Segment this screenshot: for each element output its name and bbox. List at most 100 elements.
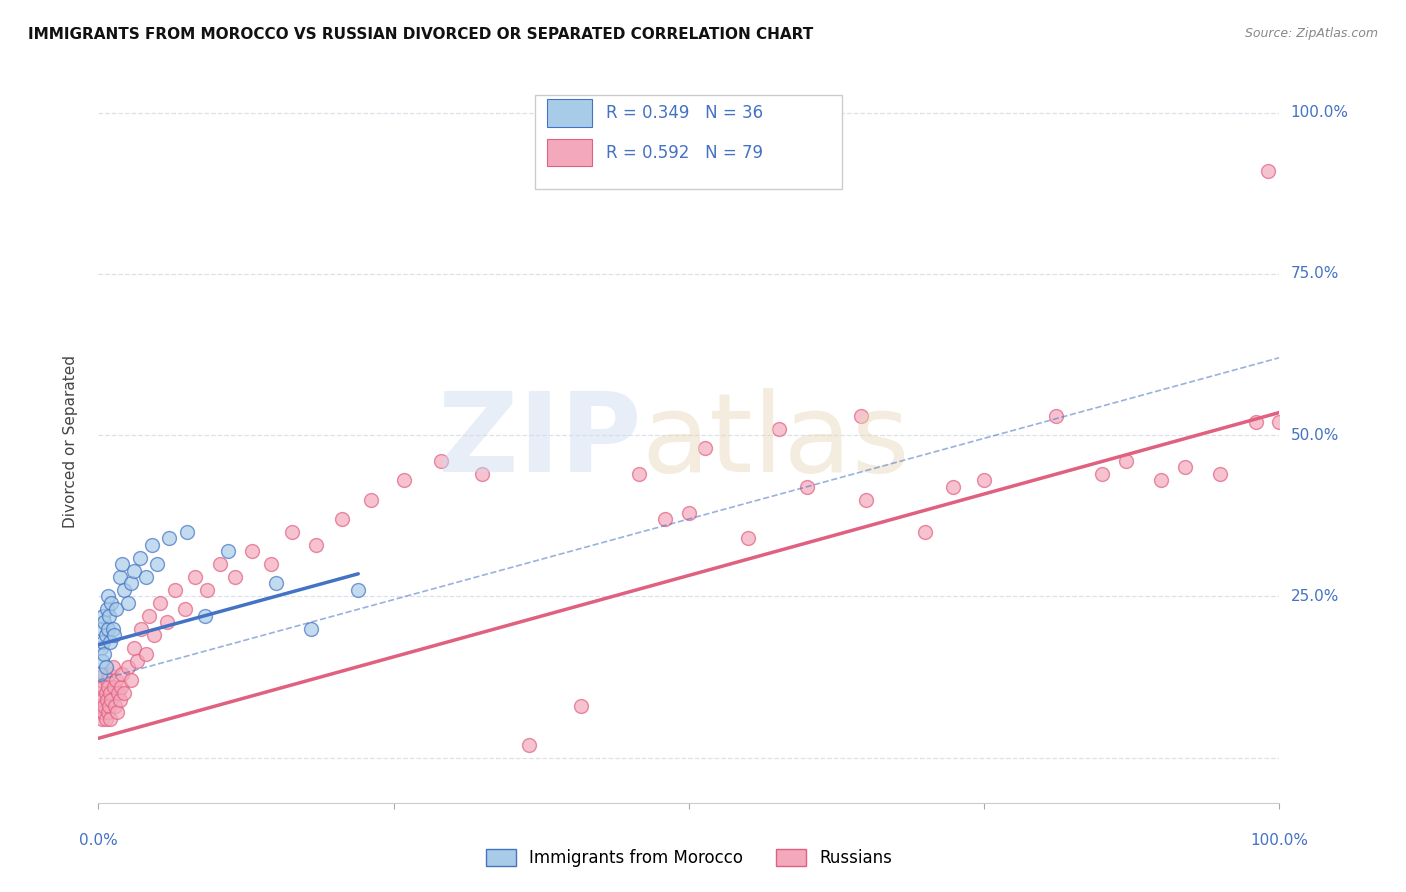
- FancyBboxPatch shape: [547, 139, 592, 166]
- Point: [91, 712, 114, 726]
- Point: [135, 570, 157, 584]
- Point: [217, 544, 239, 558]
- Point: [93, 699, 115, 714]
- Point: [973, 473, 995, 487]
- Point: [103, 628, 125, 642]
- Point: [105, 673, 128, 688]
- Point: [93, 666, 115, 681]
- Point: [1244, 415, 1267, 429]
- Point: [91, 622, 114, 636]
- Point: [305, 538, 328, 552]
- Point: [96, 692, 118, 706]
- Text: 75.0%: 75.0%: [1291, 267, 1339, 281]
- Point: [194, 608, 217, 623]
- Point: [101, 622, 124, 636]
- Point: [1045, 409, 1067, 423]
- Point: [90, 673, 112, 688]
- Point: [1257, 163, 1279, 178]
- Point: [176, 524, 198, 539]
- Point: [98, 712, 121, 726]
- Point: [122, 564, 145, 578]
- Point: [1115, 454, 1137, 468]
- Point: [97, 680, 120, 694]
- Point: [90, 640, 112, 655]
- Point: [281, 524, 304, 539]
- Point: [184, 570, 207, 584]
- Point: [97, 706, 120, 720]
- Point: [117, 596, 139, 610]
- Text: 0.0%: 0.0%: [79, 833, 118, 848]
- Point: [1209, 467, 1232, 481]
- Point: [264, 576, 287, 591]
- Point: [100, 596, 122, 610]
- Point: [519, 738, 541, 752]
- Point: [1268, 415, 1291, 429]
- Point: [141, 538, 163, 552]
- Point: [91, 634, 114, 648]
- Point: [91, 706, 114, 720]
- Point: [97, 590, 120, 604]
- Point: [571, 699, 593, 714]
- FancyBboxPatch shape: [536, 95, 842, 189]
- Text: 50.0%: 50.0%: [1291, 427, 1339, 442]
- Text: R = 0.592   N = 79: R = 0.592 N = 79: [606, 144, 763, 161]
- Point: [165, 582, 187, 597]
- Point: [260, 557, 283, 571]
- Point: [105, 602, 128, 616]
- Point: [108, 570, 131, 584]
- Point: [112, 686, 135, 700]
- Point: [209, 557, 232, 571]
- Point: [94, 712, 117, 726]
- Point: [94, 660, 117, 674]
- Point: [122, 640, 145, 655]
- Point: [94, 628, 117, 642]
- Point: [796, 480, 818, 494]
- Point: [98, 608, 121, 623]
- Point: [1150, 473, 1173, 487]
- Point: [90, 699, 112, 714]
- Point: [157, 531, 180, 545]
- Point: [107, 686, 129, 700]
- Point: [112, 582, 135, 597]
- Point: [347, 582, 370, 597]
- Text: R = 0.349   N = 36: R = 0.349 N = 36: [606, 103, 763, 122]
- Point: [98, 686, 121, 700]
- Point: [121, 576, 143, 591]
- Point: [138, 608, 160, 623]
- Point: [94, 686, 117, 700]
- Point: [330, 512, 353, 526]
- Point: [105, 706, 128, 720]
- Point: [103, 680, 125, 694]
- Point: [89, 666, 111, 681]
- Point: [149, 596, 172, 610]
- Point: [654, 512, 676, 526]
- Point: [91, 692, 114, 706]
- Text: ZIP: ZIP: [439, 388, 641, 495]
- Point: [91, 680, 114, 694]
- Legend: Immigrants from Morocco, Russians: Immigrants from Morocco, Russians: [479, 842, 898, 874]
- Point: [299, 622, 322, 636]
- Y-axis label: Divorced or Separated: Divorced or Separated: [63, 355, 77, 528]
- Point: [91, 608, 114, 623]
- Text: Source: ZipAtlas.com: Source: ZipAtlas.com: [1244, 27, 1378, 40]
- Point: [156, 615, 179, 630]
- Point: [471, 467, 494, 481]
- Point: [93, 615, 115, 630]
- Point: [914, 524, 936, 539]
- Point: [96, 602, 118, 616]
- Point: [128, 550, 150, 565]
- Point: [360, 492, 382, 507]
- Text: 100.0%: 100.0%: [1250, 833, 1309, 848]
- Point: [108, 692, 131, 706]
- Point: [127, 654, 149, 668]
- Point: [142, 628, 165, 642]
- Point: [89, 706, 111, 720]
- Point: [695, 441, 717, 455]
- Point: [195, 582, 218, 597]
- Point: [111, 666, 134, 681]
- Point: [146, 557, 169, 571]
- Point: [628, 467, 651, 481]
- Point: [768, 422, 790, 436]
- Text: 25.0%: 25.0%: [1291, 589, 1339, 604]
- Point: [121, 673, 143, 688]
